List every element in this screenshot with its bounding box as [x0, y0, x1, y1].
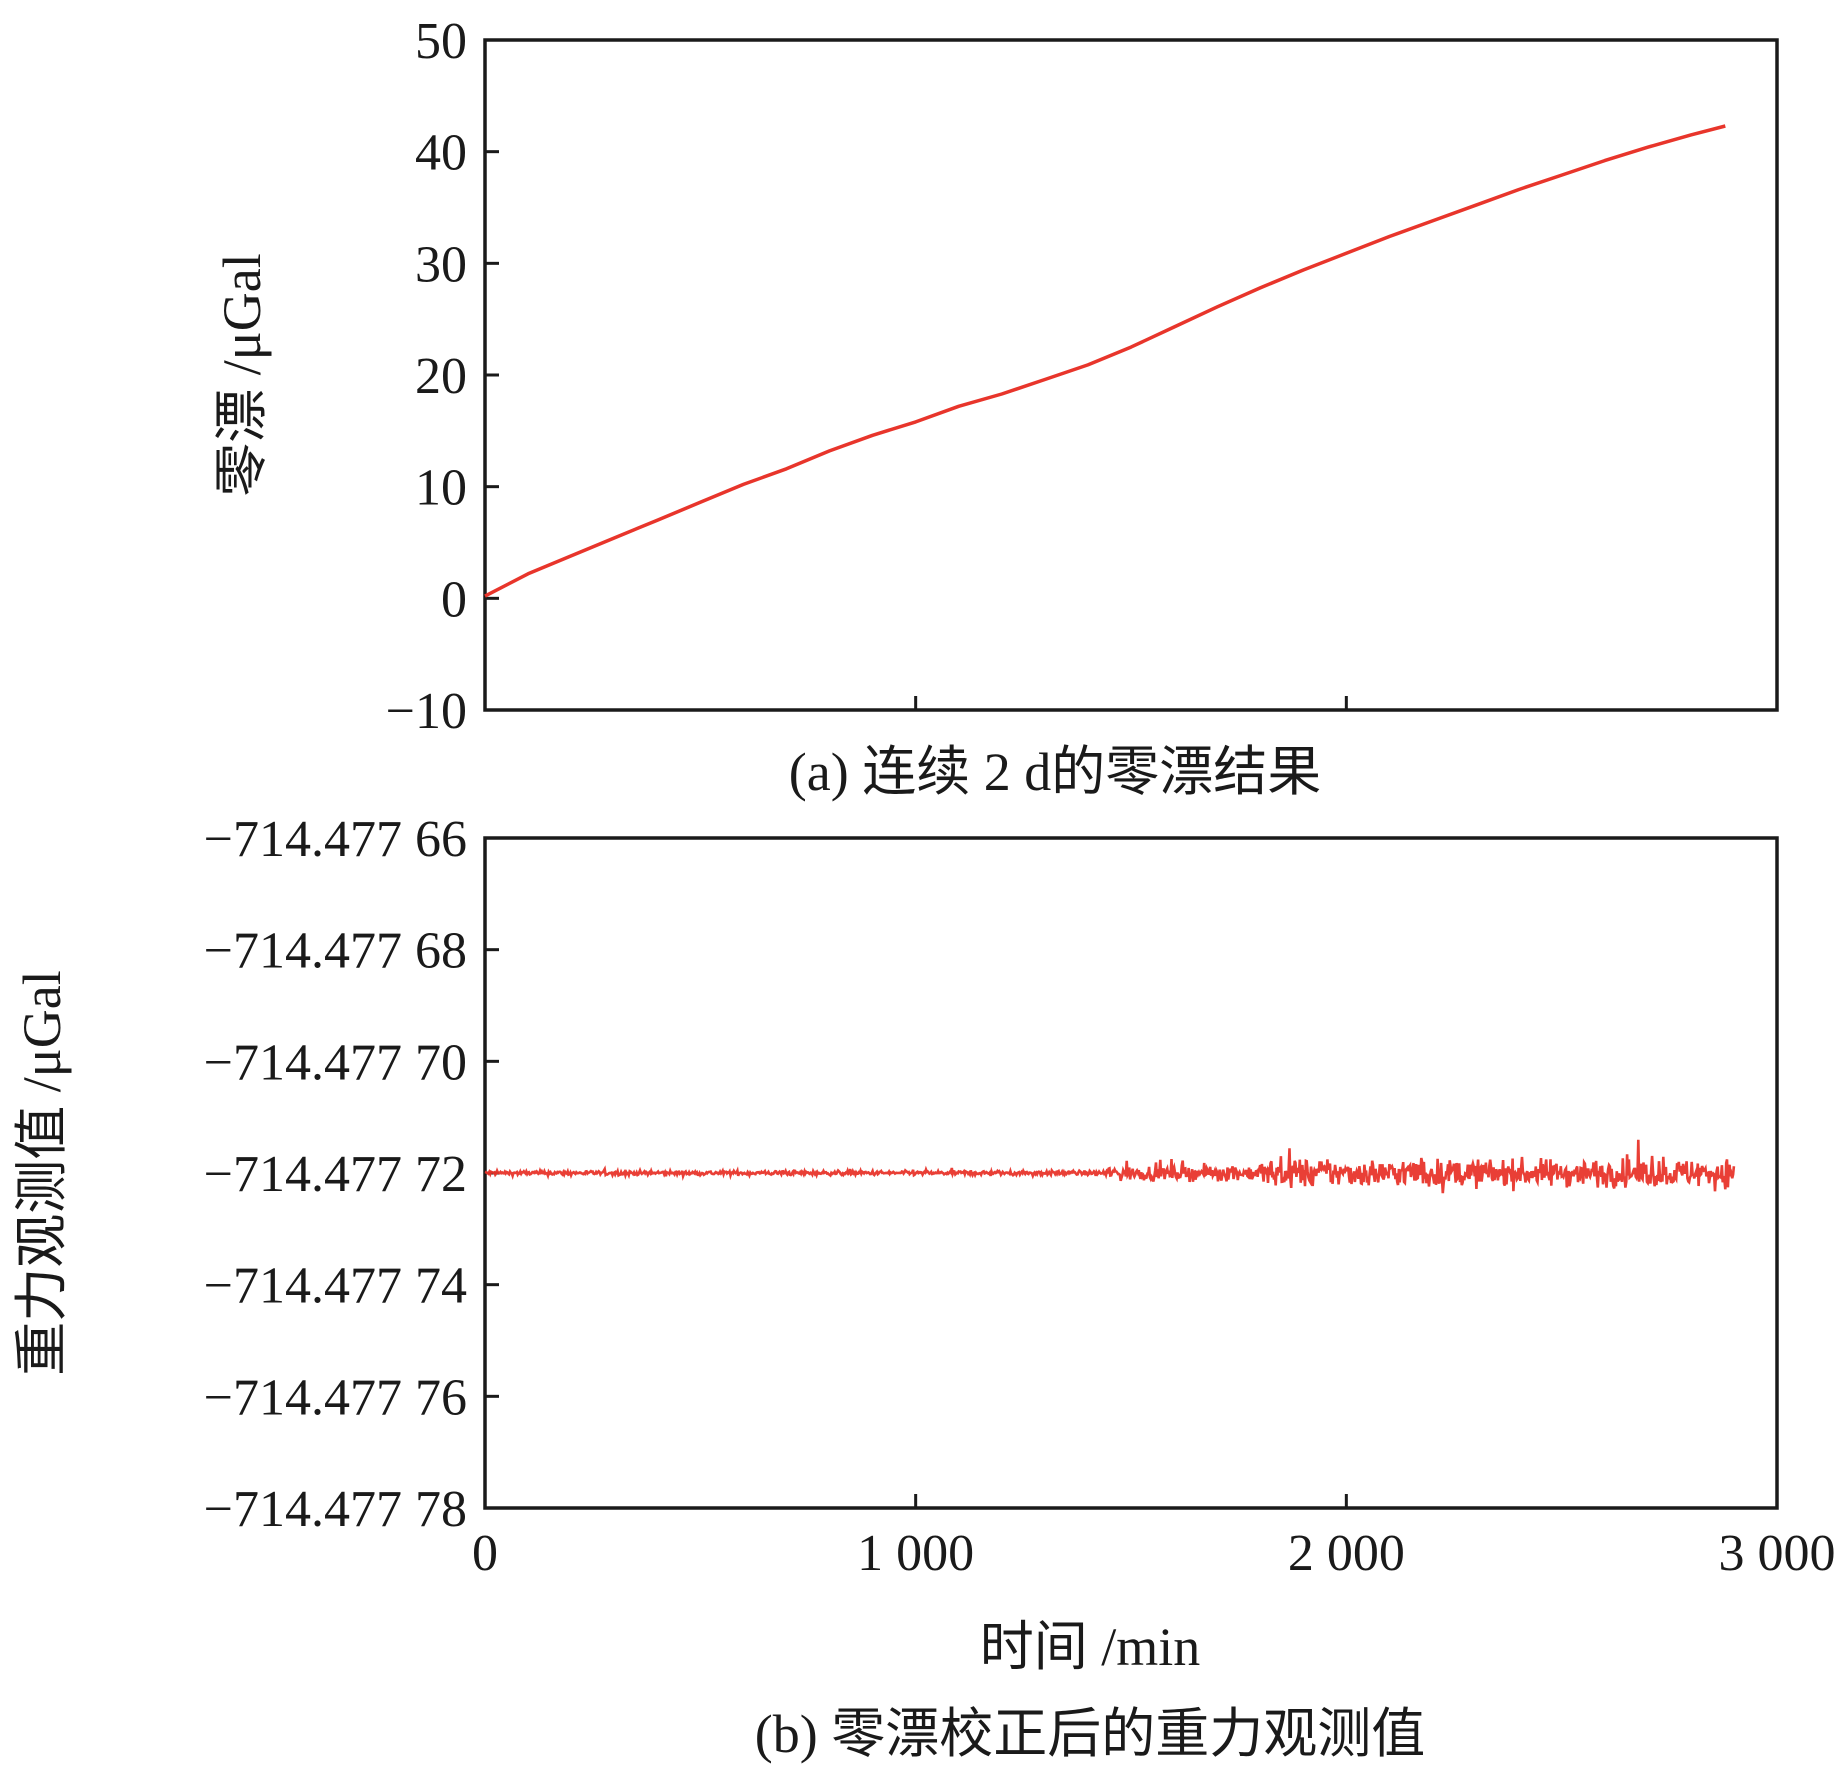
panel-a-series: [484, 124, 1726, 598]
panel-a-y-tick-label: 40: [415, 125, 467, 182]
panel-b-y-axis: −714.477 66 −714.477 68 −714.477 70 −714.47…: [204, 811, 499, 1538]
panel-a-caption: (a) 连续 2 d的零漂结果: [789, 742, 1321, 802]
panel-b-y-tick-label: −714.477 68: [204, 923, 467, 980]
panel-b-x-axis-title: 时间 /min: [980, 1617, 1201, 1677]
panel-b: −714.477 66 −714.477 68 −714.477 70 −714.47…: [12, 811, 1836, 1764]
panel-b-y-tick-label: −714.477 70: [204, 1034, 467, 1091]
panel-b-x-tick-label: 1 000: [857, 1525, 974, 1582]
panel-b-x-tick-label: 0: [472, 1525, 498, 1582]
panel-b-y-tick-label: −714.477 76: [204, 1369, 467, 1426]
panel-b-y-tick-label: −714.477 78: [204, 1481, 467, 1538]
panel-a-y-tick-label: 30: [415, 236, 467, 293]
panel-b-series-line: [484, 1139, 1736, 1194]
panel-a-y-tick-label: 0: [441, 571, 467, 628]
panel-a-y-axis: 50 40 30 20 10 0 −10: [386, 13, 499, 740]
panel-b-x-axis: 0 1 000 2 000 3 000: [472, 1494, 1836, 1582]
panel-b-caption: (b) 零漂校正后的重力观测值: [755, 1704, 1425, 1764]
panel-a-y-tick-label: 50: [415, 13, 467, 70]
panel-a: 50 40 30 20 10 0 −10 零漂 /μGal (a) 连续 2 d的零漂结果: [212, 13, 1779, 802]
panel-b-y-axis-title: 重力观测值 /μGal: [12, 970, 72, 1375]
panel-a-y-axis-title: 零漂 /μGal: [212, 253, 272, 496]
panel-b-x-tick-label: 3 000: [1719, 1525, 1836, 1582]
panel-a-y-tick-label: −10: [386, 683, 467, 740]
panel-a-x-axis: [914, 696, 1348, 710]
panel-a-y-tick-label: 20: [415, 348, 467, 405]
panel-a-series-line: [484, 124, 1726, 598]
panel-b-y-tick-label: −714.477 66: [204, 811, 467, 868]
panel-a-y-tick-label: 10: [415, 460, 467, 517]
panel-a-plot-frame: [483, 38, 1779, 712]
panel-b-y-tick-label: −714.477 72: [204, 1146, 467, 1203]
panel-b-y-tick-label: −714.477 74: [204, 1258, 467, 1315]
panel-b-series: [484, 1139, 1736, 1194]
panel-b-x-tick-label: 2 000: [1288, 1525, 1405, 1582]
